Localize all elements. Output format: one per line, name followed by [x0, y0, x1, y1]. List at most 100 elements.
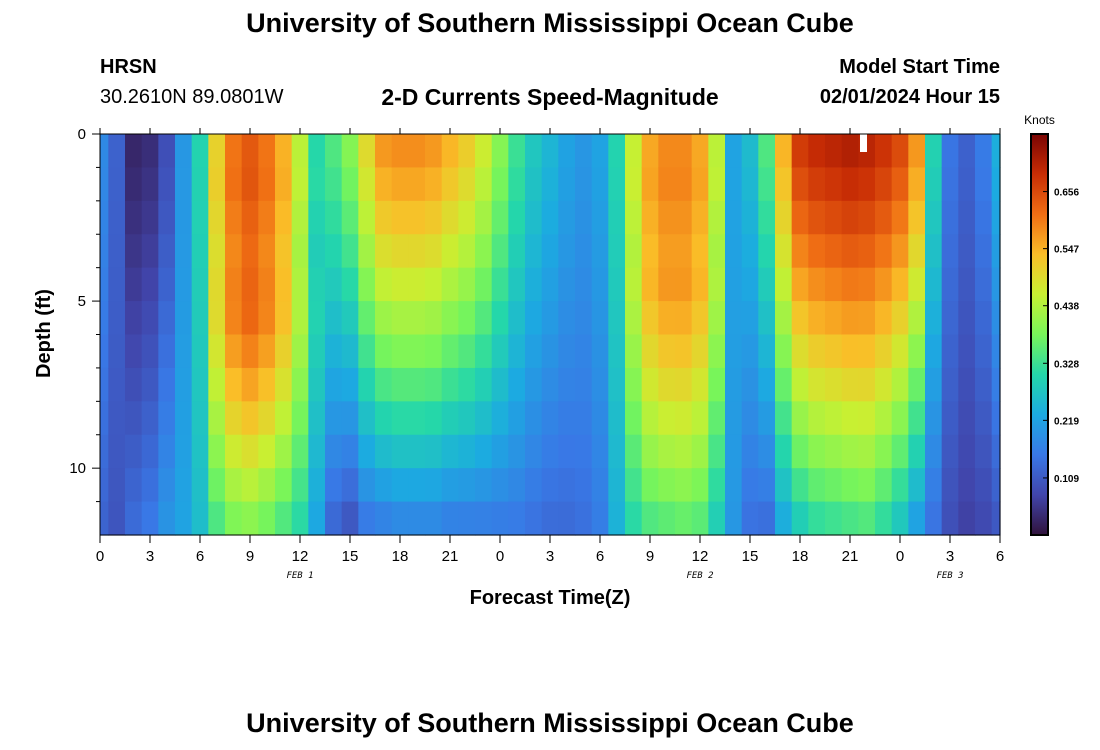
heatmap-cell — [291, 167, 309, 202]
heatmap-cell — [708, 434, 726, 469]
heatmap-cell — [158, 134, 176, 169]
heatmap-cell — [625, 267, 643, 302]
heatmap-cell — [158, 334, 176, 369]
heatmap-cell — [125, 334, 143, 369]
heatmap-cell — [408, 200, 426, 235]
heatmap-cell — [491, 468, 509, 503]
heatmap-cell — [808, 434, 826, 469]
heatmap-cell — [391, 334, 409, 369]
x-tick-label: 21 — [442, 548, 459, 565]
heatmap-cell — [658, 234, 676, 269]
heatmap-cell — [891, 134, 909, 169]
heatmap-cell — [791, 200, 809, 235]
heatmap-cell — [608, 468, 626, 503]
heatmap-cell — [791, 234, 809, 269]
heatmap-cell — [341, 301, 359, 336]
heatmap-cell — [875, 367, 893, 402]
heatmap-cell — [208, 167, 226, 202]
heatmap-cell — [108, 367, 126, 402]
heatmap-cell — [875, 434, 893, 469]
heatmap-cell — [475, 468, 493, 503]
heatmap-cell — [825, 234, 843, 269]
heatmap-cell — [775, 167, 793, 202]
colorbar-ticks: 0.109 0.219 0.328 0.438 0.547 0.656 — [1043, 188, 1079, 485]
heatmap-cell — [608, 301, 626, 336]
heatmap-cell — [525, 134, 543, 169]
heatmap-cell — [275, 301, 293, 336]
heatmap-cell — [508, 334, 526, 369]
heatmap-cell — [458, 468, 476, 503]
heatmap-cell — [275, 200, 293, 235]
heatmap-cell — [141, 167, 159, 202]
heatmap-cell — [591, 367, 609, 402]
heatmap-cell — [125, 134, 143, 169]
heatmap-cell — [525, 468, 543, 503]
heatmap-cell — [341, 401, 359, 436]
heatmap-cell — [891, 234, 909, 269]
heatmap-cell — [258, 501, 276, 536]
heatmap-cell — [325, 367, 343, 402]
heatmap-cell — [408, 401, 426, 436]
day-label: FEB 3 — [936, 571, 963, 581]
heatmap-cell — [258, 434, 276, 469]
heatmap-cell — [358, 301, 376, 336]
heatmap-cell — [175, 134, 193, 169]
heatmap-cell — [241, 501, 259, 536]
heatmap-cell — [941, 334, 959, 369]
heatmap-cell — [191, 267, 209, 302]
heatmap-cell — [408, 301, 426, 336]
heatmap-cell — [625, 501, 643, 536]
heatmap-cell — [475, 367, 493, 402]
heatmap-cell — [641, 234, 659, 269]
heatmap-cell — [575, 468, 593, 503]
heatmap-cell — [691, 301, 709, 336]
heatmap-cell — [508, 401, 526, 436]
heatmap-cell — [941, 134, 959, 169]
heatmap-cell — [875, 134, 893, 169]
heatmap-cell — [791, 367, 809, 402]
heatmap-cell — [841, 401, 859, 436]
heatmap-cell — [758, 468, 776, 503]
heatmap-cell — [508, 301, 526, 336]
heatmap-cell — [975, 501, 993, 536]
heatmap-cell — [225, 501, 243, 536]
heatmap-cell — [100, 468, 109, 503]
heatmap-cell — [408, 501, 426, 536]
heatmap-cell — [741, 267, 759, 302]
heatmap-cell — [825, 434, 843, 469]
heatmap-cell — [825, 367, 843, 402]
heatmap-cell — [541, 200, 559, 235]
heatmap-cell — [491, 301, 509, 336]
heatmap-cell — [158, 401, 176, 436]
heatmap-cell — [275, 434, 293, 469]
heatmap-cell — [575, 301, 593, 336]
heatmap-cell — [100, 234, 109, 269]
heatmap-cell — [708, 334, 726, 369]
heatmap-cell — [358, 134, 376, 169]
heatmap-cell — [141, 200, 159, 235]
heatmap-cell — [208, 501, 226, 536]
heatmap-cell — [691, 434, 709, 469]
heatmap-cell — [591, 468, 609, 503]
heatmap-cell — [991, 200, 1001, 235]
heatmap-cell — [158, 434, 176, 469]
heatmap-cell — [558, 434, 576, 469]
heatmap-cell — [891, 267, 909, 302]
heatmap-cell — [441, 200, 459, 235]
heatmap-cell — [608, 334, 626, 369]
heatmap-cell — [491, 367, 509, 402]
heatmap-cell — [408, 134, 426, 169]
heatmap-cell — [575, 134, 593, 169]
heatmap-cell — [708, 301, 726, 336]
heatmap-cell — [741, 301, 759, 336]
heatmap-cell — [275, 334, 293, 369]
heatmap-cell — [891, 334, 909, 369]
heatmap-cell — [191, 167, 209, 202]
heatmap-cell — [100, 134, 109, 169]
heatmap-cell — [258, 234, 276, 269]
heatmap-cell — [891, 167, 909, 202]
heatmap-cell — [825, 334, 843, 369]
colorbar-tick-label: 0.656 — [1054, 188, 1079, 199]
heatmap-cell — [308, 367, 326, 402]
heatmap-cell — [675, 234, 693, 269]
